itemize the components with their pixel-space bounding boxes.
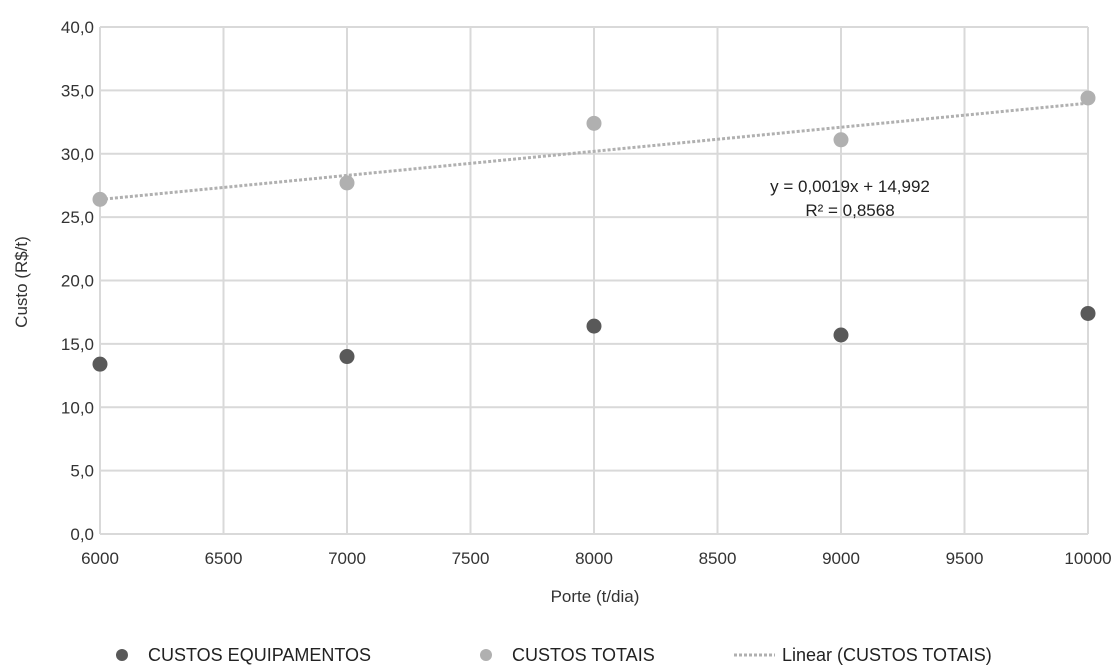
data-point-custos-equipamentos bbox=[833, 327, 849, 343]
trendline-equation: y = 0,0019x + 14,992 bbox=[770, 177, 930, 196]
tick-labels: 6000 6500 7000 7500 8000 8500 9000 9500 10000 0,0… bbox=[61, 18, 1112, 568]
data-point-custos-equipamentos bbox=[586, 318, 602, 334]
legend-label-trendline: Linear (CUSTOS TOTAIS) bbox=[782, 645, 992, 665]
y-tick-label: 30,0 bbox=[61, 145, 94, 164]
trendline-layer bbox=[99, 101, 1089, 201]
y-tick-label: 40,0 bbox=[61, 18, 94, 37]
trendline bbox=[99, 101, 1089, 201]
grid bbox=[99, 26, 1089, 535]
x-tick-label: 10000 bbox=[1064, 549, 1111, 568]
legend: CUSTOS EQUIPAMENTOS CUSTOS TOTAIS Linear… bbox=[116, 645, 992, 665]
data-point-custos-totais bbox=[92, 191, 108, 207]
y-tick-label: 25,0 bbox=[61, 208, 94, 227]
legend-marker-custos-equipamentos bbox=[116, 649, 128, 661]
x-tick-label: 7000 bbox=[328, 549, 366, 568]
x-tick-label: 6000 bbox=[81, 549, 119, 568]
legend-label-custos-equipamentos: CUSTOS EQUIPAMENTOS bbox=[148, 645, 371, 665]
x-tick-label: 7500 bbox=[452, 549, 490, 568]
x-tick-label: 9000 bbox=[822, 549, 860, 568]
x-tick-label: 9500 bbox=[946, 549, 984, 568]
y-tick-label: 5,0 bbox=[70, 462, 94, 481]
x-tick-label: 6500 bbox=[205, 549, 243, 568]
data-point-custos-equipamentos bbox=[1080, 305, 1096, 321]
data-point-custos-totais bbox=[339, 175, 355, 191]
x-axis-title: Porte (t/dia) bbox=[551, 587, 640, 606]
y-tick-label: 35,0 bbox=[61, 81, 94, 100]
trendline-r-squared: R² = 0,8568 bbox=[805, 201, 894, 220]
data-point-custos-totais bbox=[833, 132, 849, 148]
y-tick-label: 20,0 bbox=[61, 272, 94, 291]
data-point-custos-equipamentos bbox=[92, 356, 108, 372]
y-tick-label: 10,0 bbox=[61, 398, 94, 417]
x-tick-label: 8000 bbox=[575, 549, 613, 568]
data-points bbox=[92, 90, 1096, 372]
legend-marker-custos-totais bbox=[480, 649, 492, 661]
y-axis-title: Custo (R$/t) bbox=[12, 236, 31, 328]
y-tick-label: 0,0 bbox=[70, 525, 94, 544]
x-tick-label: 8500 bbox=[699, 549, 737, 568]
legend-label-custos-totais: CUSTOS TOTAIS bbox=[512, 645, 655, 665]
data-point-custos-totais bbox=[586, 115, 602, 131]
data-point-custos-totais bbox=[1080, 90, 1096, 106]
data-point-custos-equipamentos bbox=[339, 349, 355, 365]
y-tick-label: 15,0 bbox=[61, 335, 94, 354]
